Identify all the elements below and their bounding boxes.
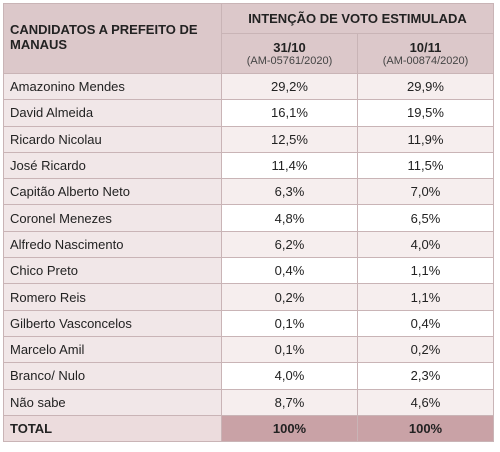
percentage-cell: 4,6% <box>356 388 495 416</box>
table-row: Capitão Alberto Neto 6,3% 7,0% <box>3 178 495 206</box>
table-row: José Ricardo 11,4% 11,5% <box>3 151 495 180</box>
table-row: Chico Preto 0,4% 1,1% <box>3 257 495 285</box>
table-row: Ricardo Nicolau 12,5% 11,9% <box>3 125 495 153</box>
table-row: David Almeida 16,1% 19,5% <box>3 99 495 127</box>
candidate-cell: Alfredo Nascimento <box>3 230 222 259</box>
percentage-cell: 11,4% <box>221 151 358 180</box>
candidate-cell: Coronel Menezes <box>3 204 222 232</box>
percentage-cell: 2,3% <box>356 362 495 390</box>
percentage-cell: 0,2% <box>356 335 495 364</box>
percentage-cell: 11,9% <box>356 125 495 153</box>
percentage-cell: 1,1% <box>356 283 495 311</box>
table-row: Alfredo Nascimento 6,2% 4,0% <box>3 230 495 259</box>
percentage-cell: 12,5% <box>221 125 358 153</box>
candidate-cell: Chico Preto <box>3 257 222 285</box>
table-row: TOTAL 100% 100% <box>3 414 495 442</box>
percentage-cell: 29,2% <box>221 72 358 101</box>
percentage-cell: 100% <box>221 414 358 442</box>
percentage-cell: 11,5% <box>356 151 495 180</box>
column-header: 31/10 (AM-05761/2020) <box>221 33 358 74</box>
percentage-cell: 6,5% <box>356 204 495 232</box>
percentage-cell: 4,0% <box>356 230 495 259</box>
table-row: Romero Reis 0,2% 1,1% <box>3 283 495 311</box>
candidate-cell: David Almeida <box>3 99 222 127</box>
percentage-cell: 0,2% <box>221 283 358 311</box>
column-header: 10/11 (AM-00874/2020) <box>356 33 495 74</box>
candidate-cell: Branco/ Nulo <box>3 362 222 390</box>
percentage-cell: 19,5% <box>356 99 495 127</box>
column-date: 31/10 <box>273 40 306 55</box>
table-row: Gilberto Vasconcelos 0,1% 0,4% <box>3 309 495 337</box>
candidate-cell: José Ricardo <box>3 151 222 180</box>
candidate-cell: TOTAL <box>3 414 222 442</box>
table-row: Coronel Menezes 4,8% 6,5% <box>3 204 495 232</box>
percentage-cell: 8,7% <box>221 388 358 416</box>
table-row: Branco/ Nulo 4,0% 2,3% <box>3 362 495 390</box>
column-date: 10/11 <box>409 40 442 55</box>
percentage-cell: 6,2% <box>221 230 358 259</box>
percentage-cell: 0,4% <box>356 309 495 337</box>
percentage-cell: 100% <box>356 414 495 442</box>
header-row: 31/10 (AM-05761/2020) 10/11 (AM-00874/2020… <box>4 33 495 74</box>
header-row: CANDIDATOS A PREFEITO DE MANAUS INTENÇÃO… <box>3 3 494 74</box>
candidate-cell: Romero Reis <box>3 283 222 311</box>
percentage-cell: 0,1% <box>221 335 358 364</box>
column-registration: (AM-00874/2020) <box>382 55 469 67</box>
candidate-cell: Amazonino Mendes <box>3 72 222 101</box>
percentage-cell: 1,1% <box>356 257 495 285</box>
column-registration: (AM-05761/2020) <box>246 55 333 67</box>
percentage-cell: 7,0% <box>356 178 495 206</box>
percentage-cell: 29,9% <box>356 72 495 101</box>
group-header: INTENÇÃO DE VOTO ESTIMULADA <box>221 3 494 34</box>
percentage-cell: 16,1% <box>221 99 358 127</box>
candidate-cell: Gilberto Vasconcelos <box>3 309 222 337</box>
table-header: CANDIDATOS A PREFEITO DE MANAUS INTENÇÃO… <box>3 3 495 74</box>
candidates-header: CANDIDATOS A PREFEITO DE MANAUS <box>3 3 222 74</box>
candidate-cell: Marcelo Amil <box>3 335 222 364</box>
percentage-cell: 4,0% <box>221 362 358 390</box>
candidate-cell: Ricardo Nicolau <box>3 125 222 153</box>
table-row: Amazonino Mendes 29,2% 29,9% <box>3 72 495 101</box>
candidate-cell: Capitão Alberto Neto <box>3 178 222 206</box>
table-body: Amazonino Mendes 29,2% 29,9% David Almeida 1… <box>3 72 495 442</box>
percentage-cell: 0,4% <box>221 257 358 285</box>
table-row: Não sabe 8,7% 4,6% <box>3 388 495 416</box>
table-row: Marcelo Amil 0,1% 0,2% <box>3 335 495 364</box>
percentage-cell: 0,1% <box>221 309 358 337</box>
percentage-cell: 4,8% <box>221 204 358 232</box>
poll-table: CANDIDATOS A PREFEITO DE MANAUS INTENÇÃO… <box>3 3 495 442</box>
candidate-cell: Não sabe <box>3 388 222 416</box>
percentage-cell: 6,3% <box>221 178 358 206</box>
